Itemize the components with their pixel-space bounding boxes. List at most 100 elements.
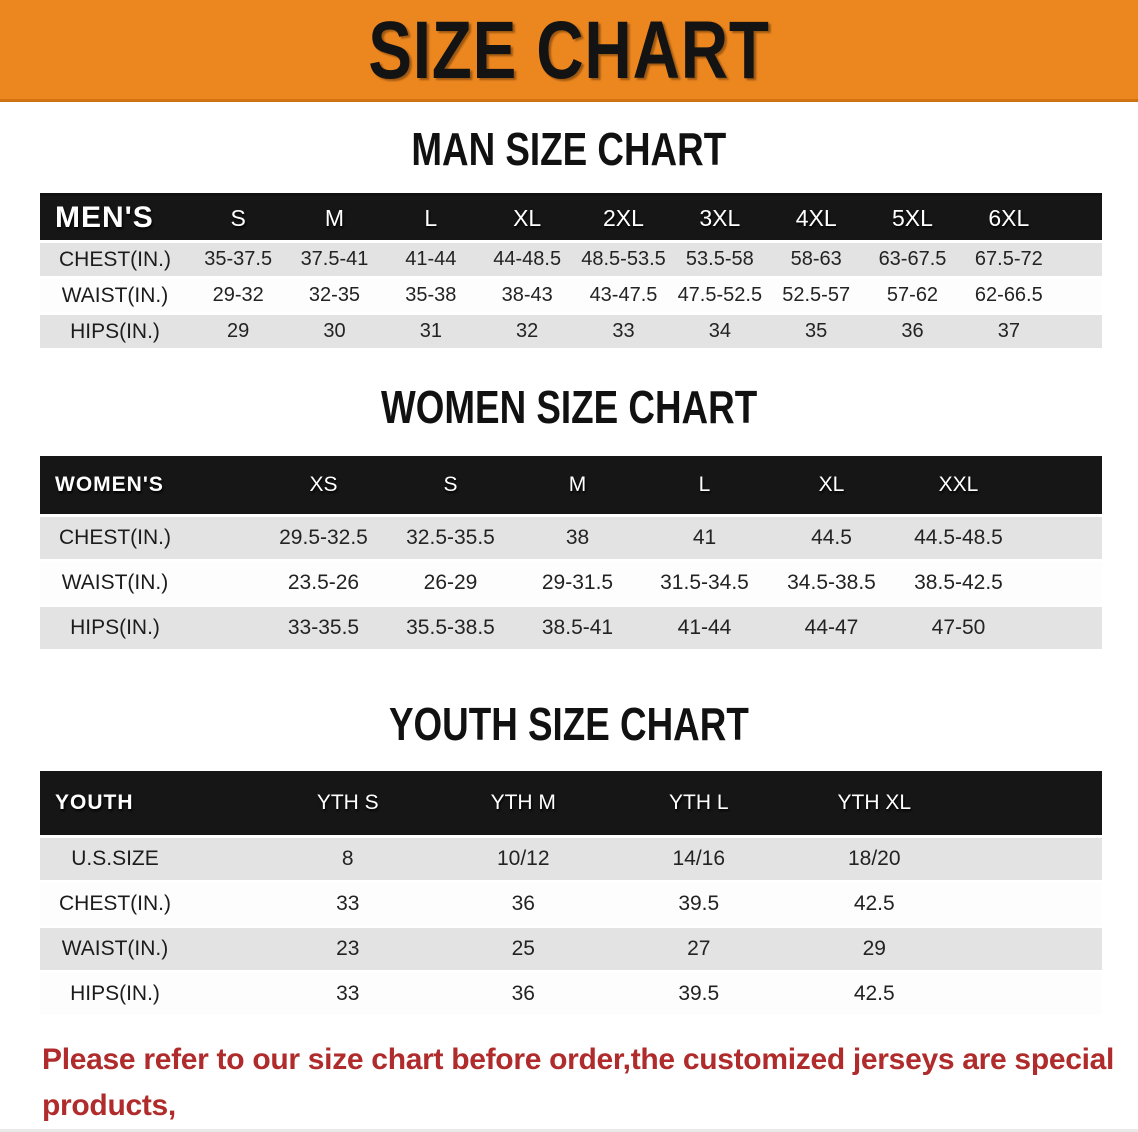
cell-value: 57-62 (864, 279, 961, 312)
cell-value: 41-44 (382, 243, 479, 276)
cell-value: 38.5-41 (514, 607, 641, 649)
cell-value: 47-50 (895, 607, 1022, 649)
column-header: YTH L (611, 771, 787, 835)
row-label: WAIST(IN.) (40, 279, 190, 312)
cell-value: 25 (435, 928, 611, 970)
cell-value: 36 (864, 315, 961, 348)
cell-value: 39.5 (611, 973, 787, 1015)
column-header: 2XL (575, 196, 672, 240)
cell-value: 35-38 (382, 279, 479, 312)
cell-value: 8 (260, 838, 436, 880)
column-header: 5XL (864, 196, 961, 240)
column-header: 6XL (960, 196, 1057, 240)
column-header: XXL (895, 456, 1022, 514)
table-corner-label: YOUTH (40, 771, 260, 835)
row-spacer (962, 883, 1102, 925)
cell-value: 32.5-35.5 (387, 517, 514, 559)
cell-value: 58-63 (768, 243, 865, 276)
cell-value: 30 (286, 315, 383, 348)
column-header: S (387, 456, 514, 514)
cell-value: 43-47.5 (575, 279, 672, 312)
table-corner-label: WOMEN'S (40, 456, 260, 514)
cell-value: 48.5-53.5 (575, 243, 672, 276)
cell-value: 23.5-26 (260, 562, 387, 604)
row-label: HIPS(IN.) (40, 973, 260, 1015)
header-spacer (1057, 196, 1102, 240)
cell-value: 29.5-32.5 (260, 517, 387, 559)
cell-value: 37 (960, 315, 1057, 348)
table-corner-label: MEN'S (40, 196, 190, 240)
row-spacer (962, 928, 1102, 970)
cell-value: 44.5 (768, 517, 895, 559)
cell-value: 38 (514, 517, 641, 559)
cell-value: 29-32 (190, 279, 287, 312)
youth-section-heading-text: YOUTH SIZE CHART (389, 698, 749, 750)
column-header: YTH M (435, 771, 611, 835)
cell-value: 34 (671, 315, 768, 348)
women-size-table: WOMEN'S XS S M L XL XXL CHEST(IN.) 29.5-32.5 32.5… (40, 456, 1102, 649)
cell-value: 38.5-42.5 (895, 562, 1022, 604)
row-spacer (1057, 315, 1102, 348)
cell-value: 32 (479, 315, 576, 348)
column-header: YTH XL (786, 771, 962, 835)
cell-value: 23 (260, 928, 436, 970)
cell-value: 32-35 (286, 279, 383, 312)
cell-value: 27 (611, 928, 787, 970)
cell-value: 44-48.5 (479, 243, 576, 276)
cell-value: 18/20 (786, 838, 962, 880)
cell-value: 33 (260, 883, 436, 925)
row-spacer (1022, 517, 1102, 559)
row-spacer (962, 973, 1102, 1015)
column-header: YTH S (260, 771, 436, 835)
row-spacer (1022, 562, 1102, 604)
cell-value: 42.5 (786, 883, 962, 925)
column-header: M (286, 196, 383, 240)
banner-title: SIZE CHART (368, 5, 770, 96)
cell-value: 39.5 (611, 883, 787, 925)
cell-value: 29 (190, 315, 287, 348)
column-header: XL (479, 196, 576, 240)
cell-value: 53.5-58 (671, 243, 768, 276)
row-label: CHEST(IN.) (40, 883, 260, 925)
row-label: CHEST(IN.) (40, 517, 260, 559)
men-size-table: MEN'S S M L XL 2XL 3XL 4XL 5XL 6XL CHEST(IN.) 35-37… (40, 196, 1102, 348)
row-label: HIPS(IN.) (40, 607, 260, 649)
cell-value: 37.5-41 (286, 243, 383, 276)
column-header: L (641, 456, 768, 514)
row-label: CHEST(IN.) (40, 243, 190, 276)
cell-value: 29 (786, 928, 962, 970)
cell-value: 44-47 (768, 607, 895, 649)
women-section-heading-text: WOMEN SIZE CHART (380, 381, 758, 433)
cell-value: 47.5-52.5 (671, 279, 768, 312)
cell-value: 33 (260, 973, 436, 1015)
column-header: XS (260, 456, 387, 514)
cell-value: 44.5-48.5 (895, 517, 1022, 559)
row-spacer (1057, 279, 1102, 312)
column-header: L (382, 196, 479, 240)
row-label: HIPS(IN.) (40, 315, 190, 348)
cell-value: 36 (435, 973, 611, 1015)
cell-value: 41 (641, 517, 768, 559)
cell-value: 26-29 (387, 562, 514, 604)
cell-value: 36 (435, 883, 611, 925)
cell-value: 31 (382, 315, 479, 348)
cell-value: 33 (575, 315, 672, 348)
men-section-heading-text: MAN SIZE CHART (411, 123, 727, 175)
men-section-heading: MAN SIZE CHART (0, 126, 1138, 172)
column-header: 4XL (768, 196, 865, 240)
row-spacer (1057, 243, 1102, 276)
disclaimer-line-1: Please refer to our size chart before or… (42, 1043, 1115, 1122)
cell-value: 52.5-57 (768, 279, 865, 312)
cell-value: 33-35.5 (260, 607, 387, 649)
cell-value: 34.5-38.5 (768, 562, 895, 604)
row-label: U.S.SIZE (40, 838, 260, 880)
cell-value: 14/16 (611, 838, 787, 880)
cell-value: 35.5-38.5 (387, 607, 514, 649)
cell-value: 35 (768, 315, 865, 348)
order-disclaimer: Please refer to our size chart before or… (42, 1037, 1118, 1129)
cell-value: 41-44 (641, 607, 768, 649)
row-label: WAIST(IN.) (40, 562, 260, 604)
cell-value: 29-31.5 (514, 562, 641, 604)
row-spacer (1022, 607, 1102, 649)
